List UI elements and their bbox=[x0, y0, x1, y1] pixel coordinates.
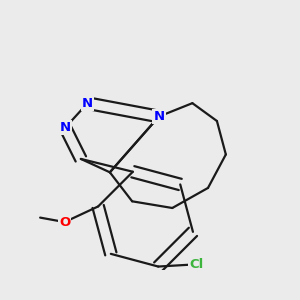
Text: Cl: Cl bbox=[189, 258, 203, 271]
Text: N: N bbox=[153, 110, 164, 123]
Text: N: N bbox=[82, 97, 93, 110]
Text: O: O bbox=[59, 216, 70, 229]
Text: N: N bbox=[60, 121, 71, 134]
